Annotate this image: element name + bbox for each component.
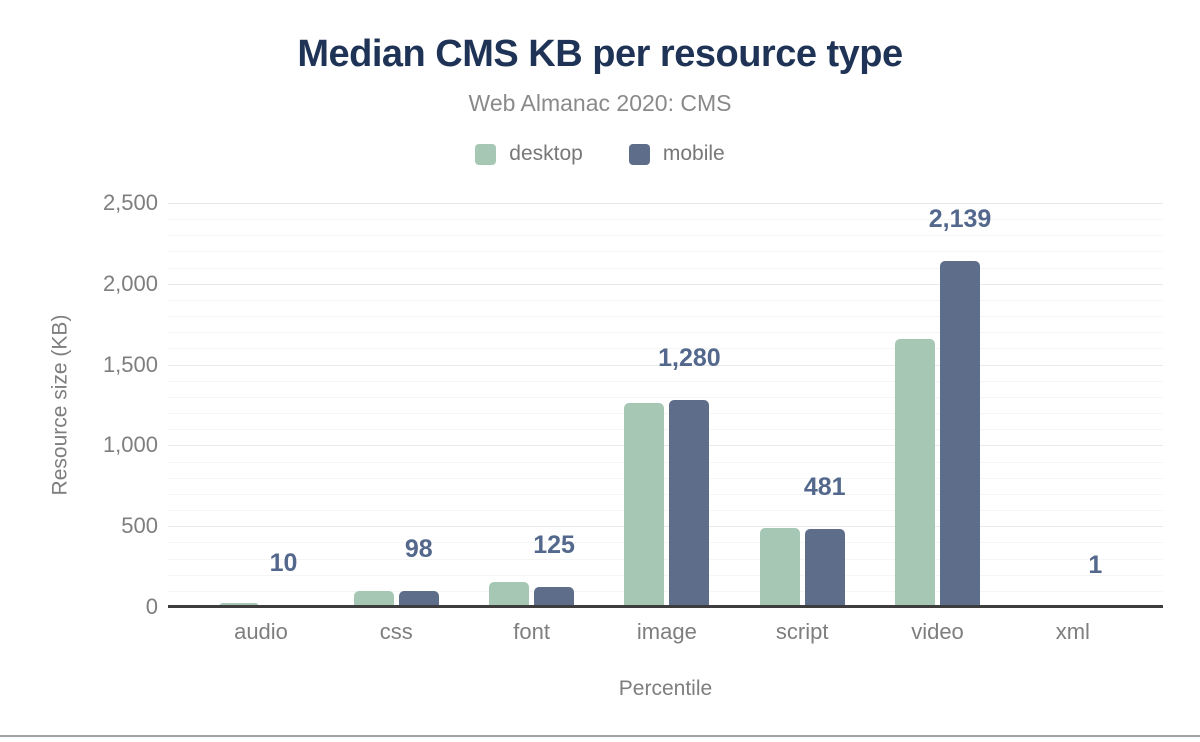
y-tick-label: 1,500 xyxy=(102,351,158,377)
major-gridline xyxy=(168,445,1163,447)
minor-gridline xyxy=(168,299,1163,301)
minor-gridline xyxy=(168,235,1163,237)
minor-gridline xyxy=(168,251,1163,253)
x-tick-label-xml: xml xyxy=(1055,619,1090,644)
x-tick-label-css: css xyxy=(379,619,413,644)
minor-gridline xyxy=(168,493,1163,495)
minor-gridline xyxy=(168,316,1163,318)
bar-mobile-css xyxy=(398,591,439,607)
legend-label-mobile: mobile xyxy=(662,142,725,165)
bar-desktop-audio xyxy=(218,602,259,607)
data-label-script: 481 xyxy=(803,473,846,502)
minor-gridline xyxy=(168,348,1163,350)
minor-gridline xyxy=(168,590,1163,592)
minor-gridline xyxy=(168,429,1163,431)
chart-subtitle: Web Almanac 2020: CMS xyxy=(468,90,732,116)
data-label-font: 125 xyxy=(533,530,575,559)
bar-desktop-image xyxy=(624,403,665,607)
bar-desktop-css xyxy=(353,590,394,607)
y-tick-label: 2,000 xyxy=(102,270,158,296)
minor-gridline xyxy=(168,380,1163,382)
bar-desktop-font xyxy=(489,582,530,607)
major-gridline xyxy=(168,203,1163,204)
bar-mobile-font xyxy=(534,586,575,607)
minor-gridline xyxy=(168,219,1163,221)
bar-mobile-image xyxy=(669,400,710,607)
minor-gridline xyxy=(168,461,1163,463)
bar-mobile-video xyxy=(940,261,980,607)
bar-desktop-video xyxy=(895,338,935,607)
minor-gridline xyxy=(168,542,1163,544)
x-tick-label-audio: audio xyxy=(234,619,288,644)
x-tick-label-video: video xyxy=(911,619,964,644)
desktop-swatch-icon xyxy=(475,143,497,165)
minor-gridline xyxy=(168,558,1163,560)
minor-gridline xyxy=(168,396,1163,398)
mobile-swatch-icon xyxy=(628,143,650,165)
x-tick-label-script: script xyxy=(775,619,829,644)
data-label-css: 98 xyxy=(404,535,433,564)
minor-gridline xyxy=(168,477,1163,479)
bottom-divider xyxy=(0,735,1200,737)
bar-mobile-script xyxy=(804,529,845,607)
major-gridline xyxy=(168,526,1163,528)
x-tick-label-image: image xyxy=(636,619,697,644)
x-axis-line xyxy=(168,605,1163,608)
data-label-audio: 10 xyxy=(269,549,298,578)
y-axis-title: Resource size (KB) xyxy=(48,314,72,496)
y-tick-label: 0 xyxy=(145,594,158,619)
minor-gridline xyxy=(168,332,1163,334)
y-tick-label: 2,500 xyxy=(102,190,158,215)
data-label-video: 2,139 xyxy=(928,205,992,234)
x-tick-label-font: font xyxy=(513,619,550,644)
chart-title: Median CMS KB per resource type xyxy=(297,33,903,75)
major-gridline xyxy=(168,364,1163,366)
legend-item-desktop: desktop xyxy=(475,142,583,166)
legend: desktop mobile xyxy=(0,142,1200,166)
y-tick-label: 1,000 xyxy=(102,432,158,458)
minor-gridline xyxy=(168,413,1163,415)
data-label-xml: 1 xyxy=(1088,550,1103,579)
data-label-image: 1,280 xyxy=(658,344,721,373)
major-gridline xyxy=(168,283,1163,285)
y-tick-label: 500 xyxy=(121,513,158,539)
bar-desktop-script xyxy=(759,527,800,607)
legend-item-mobile: mobile xyxy=(628,142,725,166)
legend-label-desktop: desktop xyxy=(509,142,583,165)
minor-gridline xyxy=(168,267,1163,269)
minor-gridline xyxy=(168,574,1163,576)
x-axis-title: Percentile xyxy=(618,677,713,700)
minor-gridline xyxy=(168,510,1163,512)
